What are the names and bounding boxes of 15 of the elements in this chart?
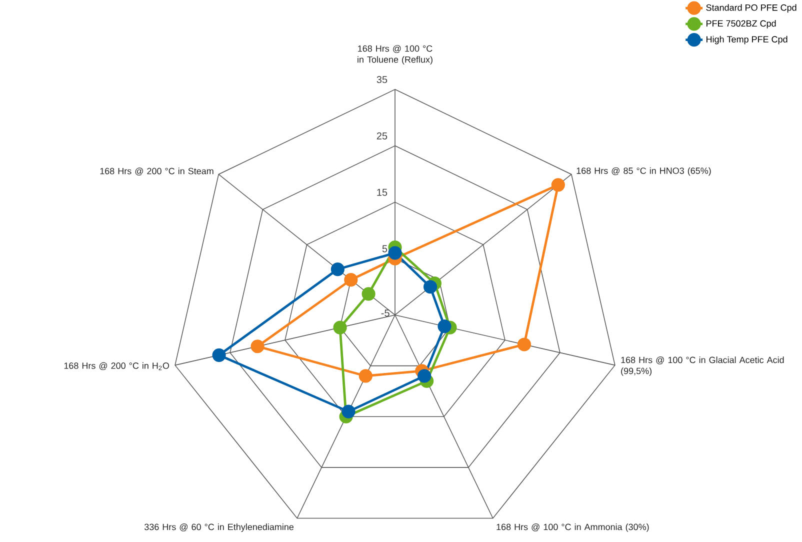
y-tick-label: 35 <box>376 76 388 84</box>
spoke-label: 168 Hrs @ 100 °C in Toluene (Reflux) <box>358 45 432 64</box>
spoke-label: 168 Hrs @ 200 °C in Steam <box>100 168 214 176</box>
y-tick-label: 25 <box>376 132 388 140</box>
spoke-label: 168 Hrs @ 100 °C in Ammonia (30%) <box>496 524 649 532</box>
legend-label: High Temp PFE Cpd <box>706 36 788 44</box>
legend-label: Standard PO PFE Cpd <box>706 4 796 13</box>
legend-label: PFE 7502BZ Cpd <box>706 20 776 28</box>
y-tick-label: 15 <box>377 188 388 196</box>
spoke-label: 168 Hrs @ 100 °C in Glacial Acetic Acid (99,5%) <box>621 356 784 376</box>
spoke-label: 168 Hrs @ 85 °C in HNO3 (65%) <box>576 167 711 176</box>
spoke-label: 336 Hrs @ 60 °C in Ethylenediamine <box>144 524 294 532</box>
y-tick-label: 5 <box>382 245 388 252</box>
y-tick-label: -5 <box>381 310 390 317</box>
spoke-label: 168 Hrs @ 200 °C in H$_{2}$O <box>64 362 170 370</box>
